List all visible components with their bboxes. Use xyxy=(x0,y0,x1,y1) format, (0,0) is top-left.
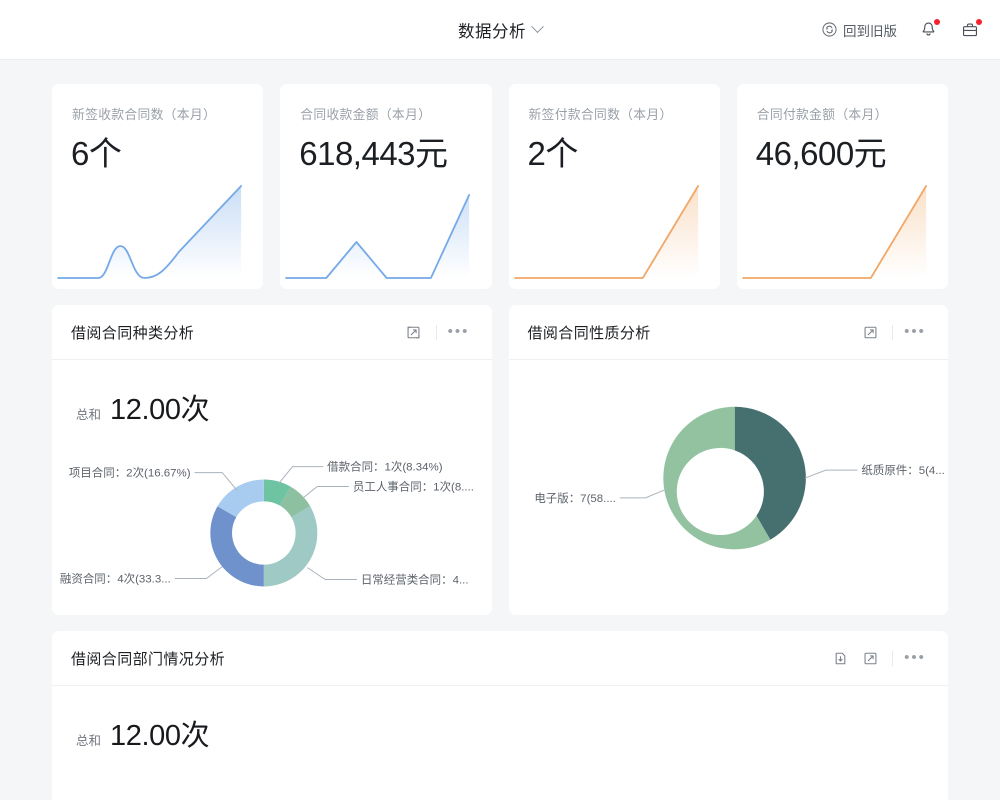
kpi-sparkline-2 xyxy=(285,194,471,279)
panel-total: 总和 12.00次 xyxy=(52,360,492,428)
slice-loan-contract xyxy=(263,479,291,506)
panel-title: 借阅合同性质分析 xyxy=(527,324,651,342)
kpi-sparkline-3 xyxy=(513,185,699,279)
donut-label-financing: 融资合同：4次(33.3... xyxy=(60,571,171,585)
donut-label-electronic: 电子版：7(58.... xyxy=(534,491,616,505)
slice-daily-ops-contract xyxy=(263,506,318,587)
back-to-legacy-label: 回到旧版 xyxy=(843,23,897,39)
bell-icon xyxy=(922,22,935,36)
donut-label-loan: 借款合同：1次(8.34%) xyxy=(327,460,443,474)
kpi-card-new-payable-contracts[interactable]: 新签付款合同数（本月） 2个 xyxy=(508,84,720,289)
slice-financing-contract xyxy=(210,506,264,587)
panel-actions: ••• xyxy=(399,318,474,346)
kpi-value: 2个 xyxy=(527,135,579,172)
analysis-panel-row: 借阅合同种类分析 ••• 总和 12.00次 xyxy=(52,305,948,615)
donut-label-hr: 员工人事合同：1次(8.... xyxy=(353,479,474,493)
more-icon[interactable]: ••• xyxy=(904,649,926,666)
leader-line-loan xyxy=(278,466,324,484)
panel-header: 借阅合同性质分析 ••• xyxy=(508,305,948,360)
kpi-card-new-receivable-contracts[interactable]: 新签收款合同数（本月） 6个 xyxy=(52,84,264,289)
action-divider xyxy=(892,650,893,666)
panel-contract-nature-analysis: 借阅合同性质分析 ••• xyxy=(508,305,949,615)
panel-total: 总和 12.00次 xyxy=(52,686,948,754)
kpi-value: 46,600元 xyxy=(755,135,887,172)
expand-icon[interactable] xyxy=(399,318,429,346)
department-pie-chart[interactable]: 综合管理部：2次(16.67%) xyxy=(52,754,948,800)
briefcase-icon xyxy=(962,23,978,37)
kpi-sparkline-4 xyxy=(741,185,927,279)
more-icon[interactable]: ••• xyxy=(447,323,470,340)
back-to-legacy-button[interactable]: 回到旧版 xyxy=(822,20,897,40)
donut-label-paper: 纸质原件：5(4... xyxy=(861,463,944,477)
leader-line-financing xyxy=(174,566,223,580)
total-label: 总和 xyxy=(76,408,102,422)
slice-paper-original xyxy=(734,406,806,540)
leader-line-daily xyxy=(307,567,357,581)
leader-line-project xyxy=(194,472,238,491)
kpi-card-payable-amount[interactable]: 合同付款金额（本月） 46,600元 xyxy=(736,84,948,289)
action-divider xyxy=(435,324,437,340)
notification-button[interactable] xyxy=(919,19,940,39)
panel-header: 借阅合同种类分析 ••• xyxy=(52,305,492,360)
kpi-label: 新签收款合同数（本月） xyxy=(72,107,217,122)
donut-label-project: 项目合同：2次(16.67%) xyxy=(69,466,191,480)
download-icon[interactable] xyxy=(825,644,855,672)
action-divider xyxy=(892,324,893,340)
leader-line-paper xyxy=(804,469,857,479)
total-label: 总和 xyxy=(76,734,102,748)
page-title: 数据分析 xyxy=(458,22,526,41)
total-value: 12.00次 xyxy=(110,394,210,426)
switch-version-icon xyxy=(822,22,837,37)
kpi-card-receivable-amount[interactable]: 合同收款金额（本月） 618,443元 xyxy=(280,84,492,289)
workbench-badge xyxy=(976,19,982,25)
donut-svg: 借款合同：1次(8.34%) 员工人事合同：1次(8.... 日常经营类合同：4… xyxy=(60,460,474,587)
donut-svg: 纸质原件：5(4... 电子版：7(58.... xyxy=(534,406,944,550)
dashboard-body: 新签收款合同数（本月） 6个 合同收款金额（本月） 618,443元 xyxy=(0,60,1000,800)
total-value: 12.00次 xyxy=(110,720,210,752)
contract-nature-donut-chart[interactable]: 纸质原件：5(4... 电子版：7(58.... xyxy=(509,360,949,610)
kpi-label: 合同收款金额（本月） xyxy=(300,107,432,122)
more-icon[interactable]: ••• xyxy=(904,323,926,340)
kpi-card-row: 新签收款合同数（本月） 6个 合同收款金额（本月） 618,443元 xyxy=(52,84,948,289)
kpi-value: 618,443元 xyxy=(299,135,448,172)
panel-contract-type-analysis: 借阅合同种类分析 ••• 总和 12.00次 xyxy=(52,305,492,615)
kpi-sparkline-1 xyxy=(57,185,243,279)
expand-icon[interactable] xyxy=(855,644,885,672)
panel-actions: ••• xyxy=(825,644,930,672)
notification-badge xyxy=(934,19,940,25)
chevron-down-icon[interactable] xyxy=(531,20,544,34)
leader-line-hr xyxy=(302,485,349,499)
slice-electronic xyxy=(662,406,770,550)
contract-type-donut-chart[interactable]: 借款合同：1次(8.34%) 员工人事合同：1次(8.... 日常经营类合同：4… xyxy=(52,428,492,615)
leader-line-electronic xyxy=(619,489,665,499)
pie-svg: 综合管理部：2次(16.67%) xyxy=(52,754,948,800)
app-header: 数据分析 回到旧版 xyxy=(0,0,1000,60)
header-actions: 回到旧版 xyxy=(822,19,1000,40)
kpi-label: 合同付款金额（本月） xyxy=(756,107,888,122)
panel-title: 借阅合同种类分析 xyxy=(71,324,195,342)
panel-header: 借阅合同部门情况分析 ••• xyxy=(52,631,948,686)
donut-label-daily: 日常经营类合同：4... xyxy=(361,572,469,586)
panel-title: 借阅合同部门情况分析 xyxy=(71,650,226,668)
kpi-label: 新签付款合同数（本月） xyxy=(528,107,673,122)
expand-icon[interactable] xyxy=(855,318,885,346)
panel-actions: ••• xyxy=(855,318,930,346)
slice-project-contract xyxy=(217,479,264,518)
panel-department-analysis: 借阅合同部门情况分析 ••• xyxy=(52,631,948,800)
slice-hr-contract xyxy=(279,486,311,518)
kpi-value: 6个 xyxy=(71,135,122,172)
workbench-button[interactable] xyxy=(960,19,982,39)
